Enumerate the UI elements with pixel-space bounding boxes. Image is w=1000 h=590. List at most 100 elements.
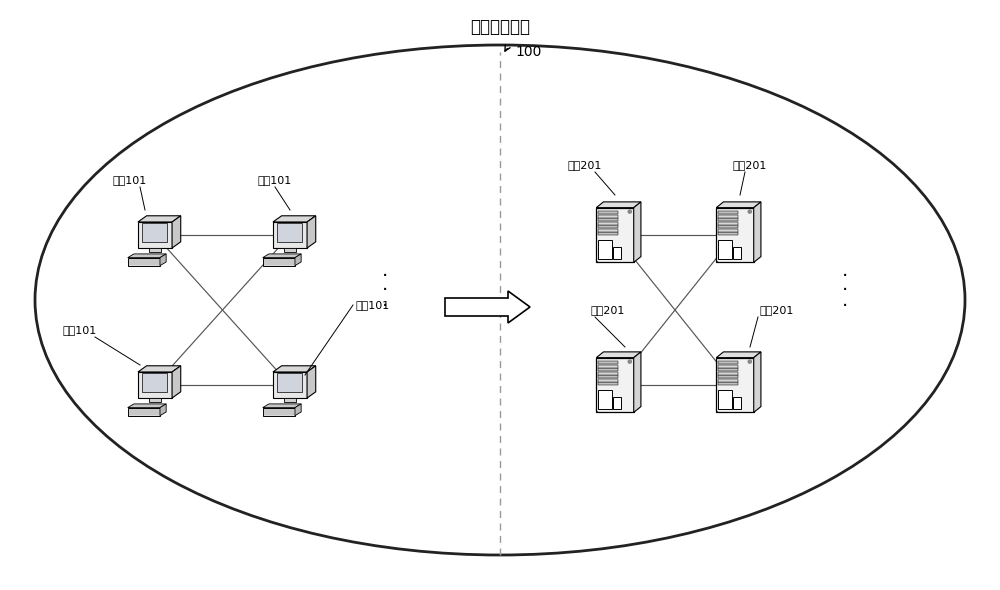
Polygon shape bbox=[295, 254, 301, 266]
Polygon shape bbox=[754, 352, 761, 412]
Polygon shape bbox=[263, 254, 301, 258]
Polygon shape bbox=[138, 366, 181, 372]
Polygon shape bbox=[284, 398, 296, 402]
Polygon shape bbox=[718, 225, 738, 228]
Polygon shape bbox=[718, 218, 738, 221]
Polygon shape bbox=[172, 366, 181, 398]
Polygon shape bbox=[598, 362, 618, 365]
Text: 节点101: 节点101 bbox=[113, 175, 147, 185]
Circle shape bbox=[748, 210, 751, 213]
Polygon shape bbox=[598, 379, 618, 382]
Polygon shape bbox=[149, 398, 161, 402]
Polygon shape bbox=[284, 248, 296, 253]
Polygon shape bbox=[128, 408, 160, 416]
Polygon shape bbox=[160, 254, 166, 266]
Circle shape bbox=[628, 360, 631, 363]
Polygon shape bbox=[598, 368, 618, 371]
Polygon shape bbox=[596, 202, 641, 208]
Circle shape bbox=[748, 360, 751, 363]
Polygon shape bbox=[634, 202, 641, 263]
Polygon shape bbox=[718, 391, 732, 409]
Polygon shape bbox=[733, 398, 741, 409]
Polygon shape bbox=[273, 222, 307, 248]
Polygon shape bbox=[598, 225, 618, 228]
Polygon shape bbox=[718, 232, 738, 235]
Polygon shape bbox=[596, 352, 641, 358]
Polygon shape bbox=[716, 358, 754, 412]
Polygon shape bbox=[128, 404, 166, 408]
Polygon shape bbox=[596, 358, 634, 412]
Polygon shape bbox=[598, 232, 618, 235]
Polygon shape bbox=[142, 223, 167, 242]
Polygon shape bbox=[273, 216, 316, 222]
Text: 节点201: 节点201 bbox=[733, 160, 767, 170]
Text: .: . bbox=[382, 261, 388, 280]
Polygon shape bbox=[138, 222, 172, 248]
Polygon shape bbox=[718, 215, 738, 218]
Polygon shape bbox=[598, 382, 618, 385]
Text: 节点101: 节点101 bbox=[63, 325, 97, 335]
Polygon shape bbox=[754, 202, 761, 263]
Polygon shape bbox=[149, 248, 161, 253]
Polygon shape bbox=[598, 218, 618, 221]
Polygon shape bbox=[718, 368, 738, 371]
Polygon shape bbox=[718, 382, 738, 385]
Polygon shape bbox=[598, 365, 618, 368]
Polygon shape bbox=[613, 398, 621, 409]
Polygon shape bbox=[733, 247, 741, 260]
Text: .: . bbox=[382, 276, 388, 294]
Polygon shape bbox=[273, 366, 316, 372]
Polygon shape bbox=[718, 365, 738, 368]
Polygon shape bbox=[307, 216, 316, 248]
Polygon shape bbox=[277, 373, 302, 392]
Polygon shape bbox=[598, 240, 612, 260]
Polygon shape bbox=[598, 211, 618, 214]
Polygon shape bbox=[598, 222, 618, 225]
Text: .: . bbox=[842, 261, 848, 280]
FancyArrow shape bbox=[445, 291, 530, 323]
Polygon shape bbox=[263, 404, 301, 408]
Polygon shape bbox=[718, 211, 738, 214]
Text: 数据共享系统: 数据共享系统 bbox=[470, 18, 530, 36]
Polygon shape bbox=[718, 375, 738, 378]
Text: 节点201: 节点201 bbox=[568, 160, 602, 170]
Polygon shape bbox=[716, 202, 761, 208]
Polygon shape bbox=[273, 372, 307, 398]
Polygon shape bbox=[716, 352, 761, 358]
Polygon shape bbox=[718, 372, 738, 375]
Polygon shape bbox=[295, 404, 301, 416]
Polygon shape bbox=[160, 404, 166, 416]
Polygon shape bbox=[716, 208, 754, 263]
Text: .: . bbox=[842, 276, 848, 294]
Polygon shape bbox=[128, 254, 166, 258]
Polygon shape bbox=[138, 372, 172, 398]
Polygon shape bbox=[172, 216, 181, 248]
Polygon shape bbox=[263, 408, 295, 416]
Polygon shape bbox=[718, 362, 738, 365]
Text: 节点101: 节点101 bbox=[258, 175, 292, 185]
Polygon shape bbox=[718, 379, 738, 382]
Polygon shape bbox=[718, 240, 732, 260]
Text: .: . bbox=[842, 290, 848, 310]
Polygon shape bbox=[307, 366, 316, 398]
Polygon shape bbox=[718, 229, 738, 231]
Text: 100: 100 bbox=[515, 45, 541, 59]
Polygon shape bbox=[263, 258, 295, 266]
Polygon shape bbox=[634, 352, 641, 412]
Polygon shape bbox=[142, 373, 167, 392]
Polygon shape bbox=[598, 372, 618, 375]
Polygon shape bbox=[613, 247, 621, 260]
Polygon shape bbox=[128, 258, 160, 266]
Polygon shape bbox=[596, 208, 634, 263]
Text: 节点201: 节点201 bbox=[760, 305, 794, 315]
Polygon shape bbox=[718, 222, 738, 225]
Polygon shape bbox=[598, 391, 612, 409]
Circle shape bbox=[628, 210, 631, 213]
Text: 节点101: 节点101 bbox=[355, 300, 389, 310]
Polygon shape bbox=[138, 216, 181, 222]
Polygon shape bbox=[598, 375, 618, 378]
Text: 节点201: 节点201 bbox=[590, 305, 624, 315]
Polygon shape bbox=[277, 223, 302, 242]
Polygon shape bbox=[598, 215, 618, 218]
Text: .: . bbox=[382, 290, 388, 310]
